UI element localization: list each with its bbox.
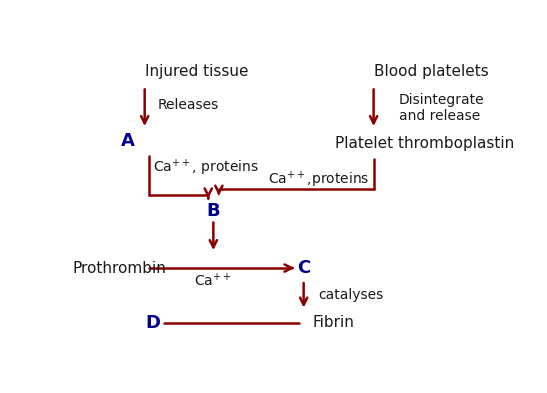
Text: Injured tissue: Injured tissue xyxy=(144,64,248,79)
Text: A: A xyxy=(121,132,135,150)
Text: Blood platelets: Blood platelets xyxy=(374,64,488,79)
Text: Ca$^{++}$, proteins: Ca$^{++}$, proteins xyxy=(153,158,259,178)
Text: D: D xyxy=(146,314,161,332)
Text: C: C xyxy=(297,259,310,277)
Text: Fibrin: Fibrin xyxy=(312,315,354,330)
Text: Prothrombin: Prothrombin xyxy=(73,261,166,275)
Text: Ca$^{++}$: Ca$^{++}$ xyxy=(194,272,231,289)
Text: Releases: Releases xyxy=(158,97,219,112)
Text: Ca$^{++}$,proteins: Ca$^{++}$,proteins xyxy=(267,170,369,191)
Text: B: B xyxy=(207,202,220,220)
Text: Disintegrate
and release: Disintegrate and release xyxy=(399,93,485,123)
Text: Platelet thromboplastin: Platelet thromboplastin xyxy=(335,136,515,151)
Text: catalyses: catalyses xyxy=(318,288,384,302)
